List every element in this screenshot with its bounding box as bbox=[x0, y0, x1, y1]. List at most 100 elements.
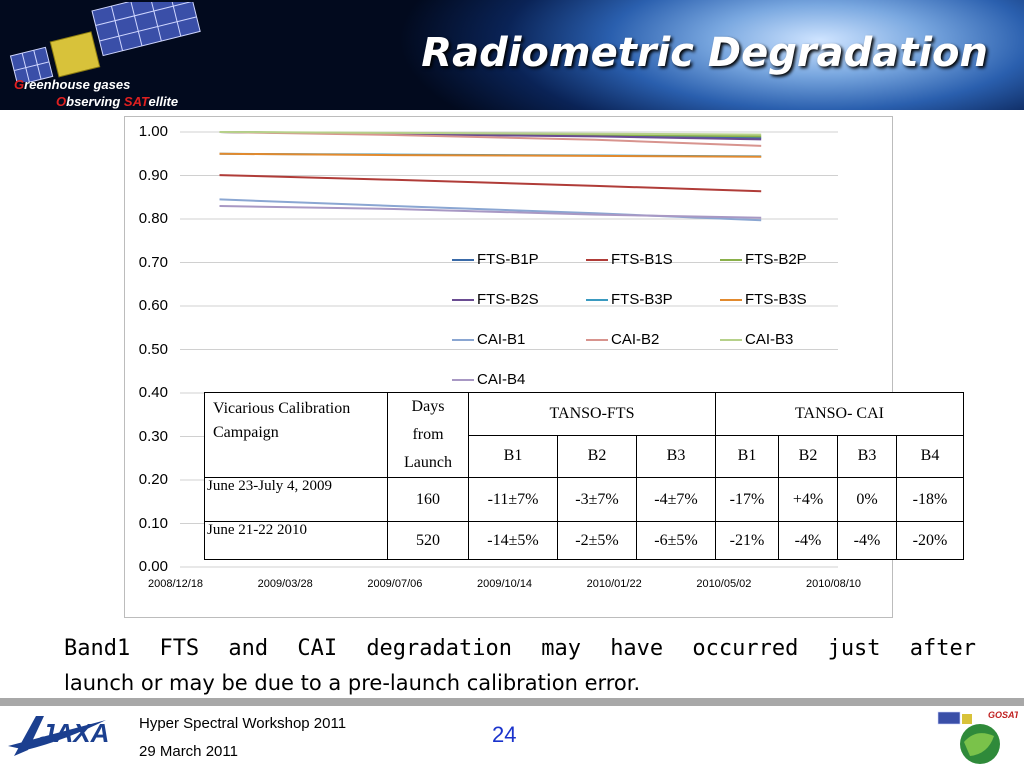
legend-label: FTS-B1P bbox=[477, 251, 539, 268]
footer-divider bbox=[0, 698, 1024, 706]
legend-item-cai-b3: CAI-B3 bbox=[720, 330, 793, 350]
legend-swatch bbox=[586, 259, 608, 262]
x-tick-label: 2009/07/06 bbox=[367, 578, 423, 590]
y-tick-label: 0.30 bbox=[138, 427, 168, 445]
legend-label: CAI-B1 bbox=[477, 331, 526, 348]
legend-swatch bbox=[586, 339, 608, 342]
y-tick-label: 0.20 bbox=[138, 471, 168, 488]
caption-line-1: Band1 FTS and CAI degradation may have o… bbox=[64, 636, 976, 661]
logo-line-2: Observing SATellite bbox=[56, 94, 178, 109]
presentation-date: 29 March 2011 bbox=[139, 743, 238, 760]
y-tick-label: 0.00 bbox=[138, 558, 168, 575]
slide-title: Radiometric Degradation bbox=[421, 30, 988, 76]
group-header-cai: TANSO- CAI bbox=[715, 392, 964, 436]
value-cell: -21% bbox=[715, 521, 779, 560]
workshop-name: Hyper Spectral Workshop 2011 bbox=[139, 715, 347, 732]
x-tick-label: 2010/01/22 bbox=[586, 578, 642, 590]
legend-swatch bbox=[452, 339, 474, 342]
logo-text-2b: ellite bbox=[148, 94, 179, 109]
band-header: B2 bbox=[778, 434, 838, 478]
campaign-cell: June 23-July 4, 2009 bbox=[204, 477, 388, 522]
days-cell: 160 bbox=[387, 477, 469, 522]
days-cell: 520 bbox=[387, 521, 469, 560]
band-header-row: B1 B2 B3 B1 B2 B3 B4 bbox=[205, 434, 964, 478]
slide-caption: Band1 FTS and CAI degradation may have o… bbox=[64, 632, 976, 700]
value-cell: -17% bbox=[715, 477, 779, 522]
legend-label: CAI-B3 bbox=[745, 331, 794, 348]
legend-label: FTS-B2P bbox=[745, 251, 807, 268]
series-line-cai-b3 bbox=[219, 131, 762, 136]
page-number: 24 bbox=[492, 722, 517, 747]
legend-swatch bbox=[452, 259, 474, 262]
legend-item-fts-b1p: FTS-B1P bbox=[452, 250, 539, 270]
value-cell: -6±5% bbox=[636, 521, 716, 560]
x-tick-label: 2010/08/10 bbox=[806, 578, 862, 590]
table-row: June 23-July 4, 2009 160 -11±7% -3±7% -4… bbox=[204, 477, 964, 522]
value-cell: -18% bbox=[896, 477, 964, 522]
days-header-1: Days bbox=[411, 398, 445, 415]
legend-item-cai-b4: CAI-B4 bbox=[452, 370, 525, 390]
calibration-table: Vicarious Calibration Campaign Days from… bbox=[204, 392, 964, 560]
legend-label: FTS-B3S bbox=[745, 291, 807, 308]
y-tick-label: 0.70 bbox=[138, 253, 168, 271]
series-line-cai-b4 bbox=[219, 205, 762, 219]
band-header: B4 bbox=[896, 434, 964, 478]
legend-label: CAI-B2 bbox=[611, 331, 660, 348]
y-tick-label: 0.50 bbox=[138, 340, 168, 358]
legend-swatch bbox=[452, 299, 474, 302]
y-tick-label: 0.80 bbox=[138, 210, 168, 227]
x-tick-label: 2010/05/02 bbox=[696, 578, 752, 590]
y-tick-label: 0.90 bbox=[138, 166, 168, 184]
y-tick-label: 0.40 bbox=[138, 384, 168, 401]
caption-line-2: launch or may be due to a pre-launch cal… bbox=[64, 671, 641, 695]
y-tick-label: 0.60 bbox=[138, 297, 168, 314]
value-cell: -4% bbox=[837, 521, 897, 560]
logo-line-1: Greenhouse gases bbox=[14, 77, 130, 92]
x-tick-label: 2008/12/18 bbox=[148, 578, 204, 590]
legend-swatch bbox=[586, 299, 608, 302]
legend-item-fts-b3p: FTS-B3P bbox=[586, 290, 673, 310]
logo-initial-g: G bbox=[14, 77, 25, 92]
value-cell: -14±5% bbox=[468, 521, 558, 560]
legend-label: FTS-B2S bbox=[477, 291, 539, 308]
legend-item-cai-b1: CAI-B1 bbox=[452, 330, 525, 350]
y-tick-label: 1.00 bbox=[138, 123, 168, 140]
gosat-badge: GOSAT bbox=[934, 706, 1018, 766]
value-cell: -4±7% bbox=[636, 477, 716, 522]
value-cell: 0% bbox=[837, 477, 897, 522]
legend-label: CAI-B4 bbox=[477, 371, 526, 388]
legend-swatch bbox=[720, 339, 742, 342]
value-cell: -20% bbox=[896, 521, 964, 560]
value-cell: -3±7% bbox=[557, 477, 637, 522]
jaxa-logo-text: JAXA bbox=[40, 718, 109, 748]
jaxa-logo: JAXA bbox=[8, 716, 109, 756]
legend-label: FTS-B1S bbox=[611, 251, 673, 268]
legend-swatch bbox=[452, 379, 474, 382]
legend-item-fts-b1s: FTS-B1S bbox=[586, 250, 673, 270]
table-row: June 21-22 2010 520 -14±5% -2±5% -6±5% -… bbox=[204, 521, 964, 560]
x-tick-label: 2009/03/28 bbox=[257, 578, 313, 590]
band-header: B3 bbox=[636, 434, 716, 478]
days-header-3: Launch bbox=[404, 454, 452, 471]
logo-text-2a: bserving bbox=[66, 94, 124, 109]
campaign-cell: June 21-22 2010 bbox=[204, 521, 388, 560]
legend-item-fts-b2p: FTS-B2P bbox=[720, 250, 807, 270]
value-cell: -4% bbox=[778, 521, 838, 560]
band-header: B1 bbox=[715, 434, 779, 478]
days-header-cell: Days from Launch bbox=[387, 392, 469, 478]
series-line-fts-b1s bbox=[219, 174, 762, 193]
legend-swatch bbox=[720, 259, 742, 262]
gosat-badge-text: GOSAT bbox=[988, 710, 1018, 720]
slide-header: Greenhouse gases Observing SATellite Rad… bbox=[0, 0, 1024, 110]
series-line-cai-b2 bbox=[219, 131, 762, 147]
series-line-fts-b3s bbox=[219, 152, 762, 158]
satellite-icon bbox=[9, 2, 201, 82]
legend-label: FTS-B3P bbox=[611, 291, 673, 308]
campaign-header-cell: Vicarious Calibration Campaign bbox=[204, 392, 388, 478]
logo-initial-o: O bbox=[56, 94, 67, 109]
band-header: B1 bbox=[468, 434, 558, 478]
value-cell: -11±7% bbox=[468, 477, 558, 522]
x-tick-label: 2009/10/14 bbox=[477, 578, 533, 590]
logo-text-1: reenhouse gases bbox=[24, 77, 131, 92]
legend-item-fts-b3s: FTS-B3S bbox=[720, 290, 807, 310]
